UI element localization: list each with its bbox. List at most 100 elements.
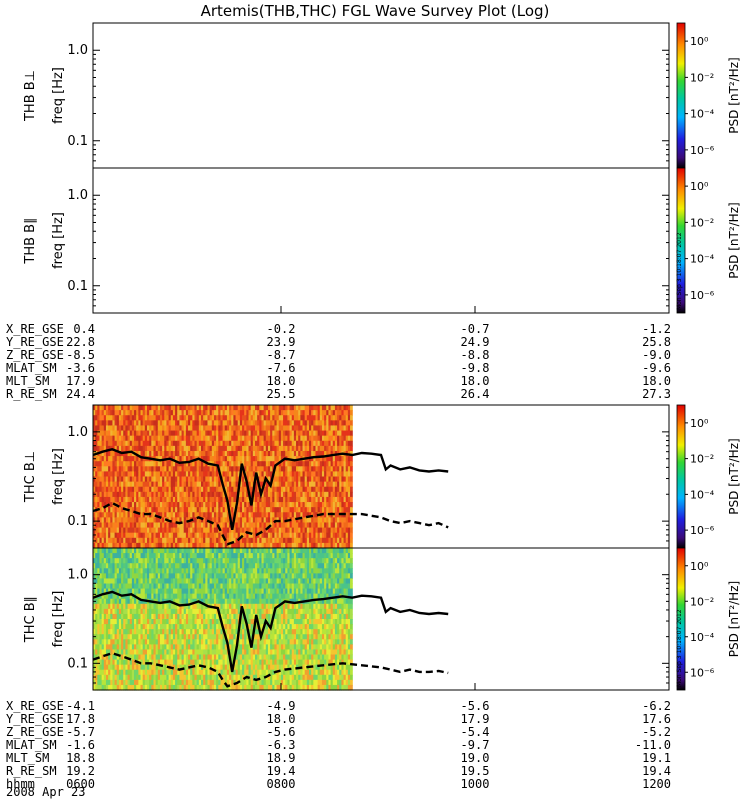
spectrogram-cell	[203, 558, 206, 564]
spectrogram-cell	[157, 496, 161, 503]
spectrogram-cell	[321, 415, 325, 421]
spectrogram-cell	[304, 405, 308, 411]
spectrogram-cell	[194, 532, 198, 539]
spectrogram-cell	[213, 405, 217, 411]
spectrogram-cell	[237, 527, 241, 534]
spectrogram-cell	[149, 527, 152, 534]
spectrogram-cell	[95, 664, 98, 671]
spectrogram-cell	[291, 542, 295, 549]
spectrogram-cell	[339, 496, 342, 503]
spectrogram-cell	[175, 583, 178, 590]
spectrogram-cell	[330, 450, 334, 457]
spectrogram-cell	[185, 639, 189, 645]
spectrogram-cell	[274, 405, 278, 411]
spectrogram-cell	[149, 563, 152, 569]
spectrogram-cell	[168, 563, 172, 569]
spectrogram-cell	[166, 491, 170, 498]
spectrogram-cell	[216, 502, 219, 508]
spectrogram-cell	[168, 644, 172, 651]
spectrogram-cell	[155, 507, 159, 513]
spectrogram-cell	[118, 654, 122, 661]
spectrogram-cell	[326, 496, 330, 503]
spectrogram-cell	[95, 613, 98, 620]
spectrogram-cell	[263, 405, 267, 411]
spectrogram-cell	[218, 507, 222, 513]
spectrogram-cell	[131, 481, 135, 488]
spectrogram-cell	[159, 507, 163, 513]
spectrogram-cell	[144, 649, 148, 656]
spectrogram-cell	[207, 578, 211, 585]
spectrogram-cell	[216, 517, 219, 524]
spectrogram-cell	[263, 471, 267, 478]
spectrogram-cell	[129, 654, 133, 661]
spectrogram-cell	[144, 674, 148, 681]
spectrogram-cell	[134, 568, 137, 574]
spectrogram-cell	[159, 659, 163, 666]
spectrogram-cell	[140, 425, 144, 432]
spectrogram-cell	[108, 491, 111, 498]
spectrogram-cell	[263, 496, 267, 503]
spectrogram-cell	[153, 684, 157, 691]
spectrogram-cell	[142, 491, 146, 498]
spectrogram-cell	[136, 527, 139, 534]
spectrogram-cell	[162, 527, 165, 534]
spectrogram-cell	[95, 537, 98, 544]
spectrogram-cell	[123, 435, 126, 442]
spectrogram-cell	[211, 476, 215, 483]
spectrogram-cell	[201, 598, 204, 605]
spectrogram-cell	[129, 634, 133, 640]
y-tick-label: 1.0	[67, 43, 88, 58]
spectrogram-cell	[267, 496, 271, 503]
spectrogram-cell	[151, 491, 155, 498]
spectrogram-cell	[237, 496, 241, 503]
spectrogram-cell	[105, 588, 109, 595]
spectrogram-cell	[110, 450, 114, 457]
spectrogram-cell	[321, 435, 325, 442]
spectrogram-cell	[304, 527, 308, 534]
spectrogram-cell	[188, 456, 191, 462]
spectrogram-cell	[138, 471, 142, 478]
spectrogram-cell	[185, 583, 189, 590]
spectrogram-cell	[114, 568, 118, 574]
spectrogram-cell	[313, 517, 317, 524]
spectrogram-cell	[190, 649, 193, 656]
spectrogram-cell	[246, 507, 250, 513]
spectrogram-cell	[244, 512, 247, 518]
spectrogram-cell	[220, 461, 224, 467]
spectrogram-cell	[302, 522, 306, 529]
spectrogram-cell	[125, 644, 129, 651]
spectrogram-cell	[326, 445, 330, 452]
spectrogram-cell	[142, 674, 146, 681]
spectrogram-cell	[205, 583, 209, 590]
spectrogram-cell	[270, 512, 273, 518]
spectrogram-cell	[131, 410, 135, 416]
y-tick-label: 0.1	[67, 279, 88, 294]
spectrogram-cell	[229, 450, 232, 457]
spectrogram-cell	[216, 527, 219, 534]
spectrogram-cell	[309, 522, 312, 529]
spectrogram-cell	[162, 476, 165, 483]
spectrogram-cell	[216, 532, 219, 539]
spectrogram-cell	[116, 527, 120, 534]
spectrogram-cell	[157, 537, 161, 544]
spectrogram-cell	[116, 573, 120, 580]
spectrogram-cell	[233, 450, 237, 457]
spectrogram-cell	[192, 502, 196, 508]
spectrogram-cell	[140, 440, 144, 447]
spectrogram-cell	[110, 593, 114, 600]
spectrogram-cell	[131, 517, 135, 524]
spectrogram-cell	[244, 445, 247, 452]
spectrogram-cell	[218, 496, 222, 503]
spectrogram-cell	[296, 425, 299, 432]
spectrogram-cell	[168, 435, 172, 442]
spectrogram-cell	[112, 537, 116, 544]
spectrogram-cell	[239, 542, 243, 549]
spectrogram-cell	[315, 532, 319, 539]
spectrogram-cell	[105, 507, 109, 513]
spectrogram-cell	[278, 445, 282, 452]
spectrogram-cell	[196, 435, 200, 442]
spectrogram-cell	[118, 669, 122, 676]
spectrogram-cell	[350, 466, 353, 472]
spectrogram-cell	[103, 578, 107, 585]
spectrogram-cell	[116, 558, 120, 564]
